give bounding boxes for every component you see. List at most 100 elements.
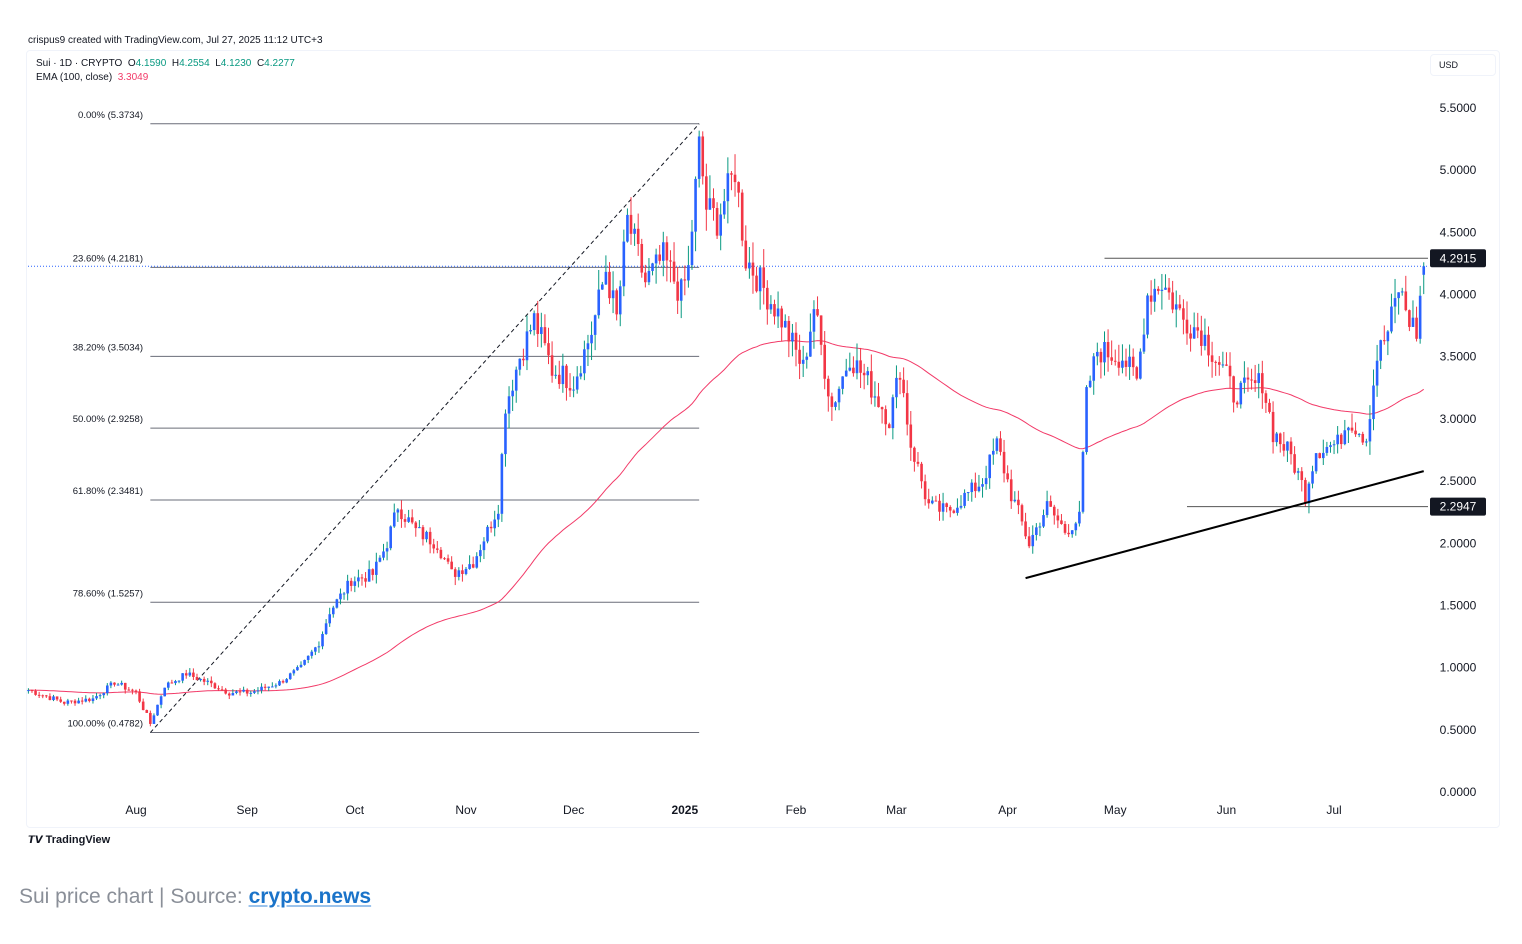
fib-level-label: 50.00% (2.9258) [73,414,143,425]
candle-body [862,372,866,376]
ema-legend[interactable]: EMA (100, close) 3.3049 [36,72,148,83]
candle-body [1131,356,1135,368]
candle [948,505,952,518]
candle-body [1049,501,1052,507]
candle-body [834,402,837,407]
candle-body [1321,452,1325,459]
candle-body [1013,499,1017,502]
candle-body [826,378,830,397]
candle-body [263,686,267,688]
candle [1160,273,1164,310]
candle-body [220,689,224,691]
candle [149,710,152,727]
currency-button[interactable]: USD [1430,54,1496,76]
candle [801,345,805,377]
candle [414,521,418,537]
candle-body [1052,506,1056,516]
candle [679,278,683,319]
candle [826,375,830,412]
candle-body [80,700,84,702]
candle [1332,440,1336,455]
candle [1088,375,1092,389]
candle [346,574,349,601]
candle [80,697,84,705]
candle-body [403,519,407,522]
candle [755,266,758,293]
source-link[interactable]: crypto.news [248,885,372,908]
fib-level-label: 23.60% (4.2181) [73,253,143,264]
candle [1239,380,1243,409]
candle-body [891,397,895,429]
candle-body [400,509,403,520]
candle-body [296,667,299,671]
candle-body [984,478,988,485]
candle [206,678,210,686]
candle [220,686,224,691]
candle-body [1221,364,1225,366]
candle-body [848,367,852,371]
candle-body [88,698,91,702]
candle [1027,527,1031,549]
candle [550,341,554,383]
candle-body [583,349,586,374]
candle-body [1268,402,1271,412]
candle [554,365,557,379]
candle [694,176,697,252]
candle [52,694,55,702]
candle-body [453,569,457,577]
candle [504,409,507,467]
candle-body [705,176,708,210]
candle [367,560,371,582]
candle [425,530,428,543]
y-tick-label: 5.0000 [1440,163,1477,177]
candle-body [1103,342,1106,363]
candle-body [493,519,496,529]
candle-body [1368,419,1372,442]
candle-body [274,685,278,687]
candle-body [1365,441,1368,443]
candle-body [1217,362,1221,365]
candle-body [615,290,618,315]
candle [690,219,694,270]
candle [274,683,278,689]
candle [113,682,116,687]
candle [1336,426,1339,454]
candle-body [1113,360,1117,362]
candle [859,347,862,389]
y-tick-label: 3.5000 [1440,350,1477,364]
candle [141,698,145,711]
candle-body [647,270,651,283]
candle-body [1189,333,1192,339]
candle [303,659,306,666]
candle [518,358,522,376]
candle-body [199,678,202,681]
candle-body [1354,430,1357,435]
candle-body [479,550,482,557]
candle [77,697,80,704]
candle-body [905,393,909,425]
candle-body [540,327,543,334]
candle [1257,363,1261,399]
candle-body [1149,295,1153,302]
x-tick-label: May [1104,803,1127,817]
candle-body [1074,523,1078,531]
candle [780,305,783,342]
price-level-label: 2.2947 [1440,500,1477,514]
candle-body [364,578,367,582]
candle [1002,439,1006,483]
candle [55,696,59,702]
low-label: L [215,58,221,69]
candle-body [152,715,156,724]
candle [407,509,410,523]
candle-body [938,500,941,512]
candle-body [231,693,235,696]
candle [471,556,475,569]
candle-body [106,685,109,694]
candle [163,687,166,697]
candle-body [439,549,443,559]
candle [934,495,938,502]
candle [586,334,590,366]
candle [1304,477,1307,507]
candle [70,700,73,704]
